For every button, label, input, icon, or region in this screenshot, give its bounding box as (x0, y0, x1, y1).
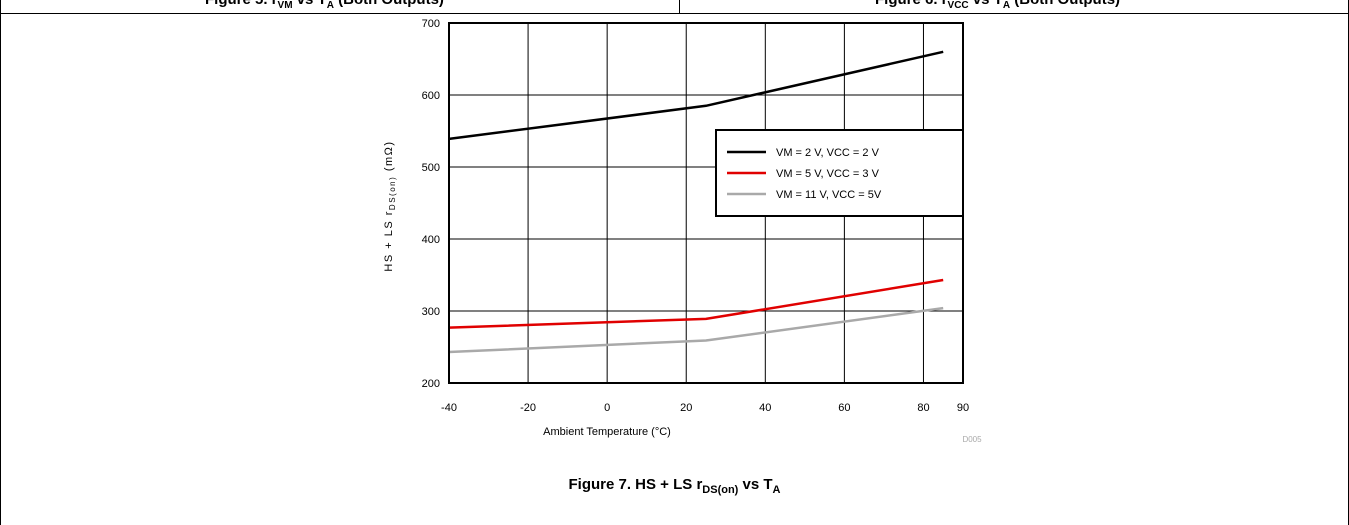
frame-line-left (0, 0, 1, 14)
y-tick-label: 600 (422, 90, 440, 102)
caption-text: (Both Outputs) (1010, 0, 1120, 8)
y-tick-label: 700 (422, 18, 440, 30)
caption-mid-sub: A (772, 484, 781, 496)
y-tick-label: 400 (422, 234, 440, 246)
watermark: D005 (962, 435, 982, 444)
legend-label: VM = 11 V, VCC = 5V (776, 189, 882, 201)
series-line (448, 278, 944, 329)
caption-text: vs T (969, 0, 1003, 8)
x-tick-label: -40 (441, 402, 457, 414)
caption-mid: vs T (738, 476, 773, 493)
caption-text: Figure 6. r (875, 0, 948, 8)
x-tick-label: 80 (917, 402, 929, 414)
y-tick-label: 200 (422, 378, 440, 390)
caption-sub: VM (277, 0, 293, 11)
frame-divider (679, 0, 680, 14)
caption-text: Figure 5. r (205, 0, 278, 8)
figure-caption: Figure 7. HS + LS rDS(on) vs TA (0, 476, 1349, 496)
top-strip: Figure 5. rVM vs TA (Both Outputs) Figur… (0, 0, 1349, 14)
y-axis-label-unit: (mΩ) (383, 140, 395, 175)
x-tick-label: 60 (838, 402, 850, 414)
x-tick-label: 90 (957, 402, 969, 414)
caption-sub: A (1002, 0, 1011, 11)
y-axis-label: HS + LS rDS(on) (mΩ) (383, 140, 397, 271)
series-line (448, 306, 944, 354)
caption-sub: VCC (947, 0, 969, 11)
grid (449, 23, 963, 383)
x-axis-label: Ambient Temperature (°C) (543, 426, 671, 438)
x-tick-label: -20 (520, 402, 536, 414)
y-tick-label: 500 (422, 162, 440, 174)
previous-figure-caption-right: Figure 6. rVCC vs TA (Both Outputs) (875, 0, 1120, 11)
x-tick-label: 20 (680, 402, 692, 414)
caption-text: vs T (293, 0, 327, 8)
series-group (448, 50, 944, 354)
y-axis-label-sub: DS(on) (388, 176, 397, 210)
tick-labels: -40 -20 0 20 40 60 80 90 200 300 400 500 600 700 (422, 18, 969, 414)
previous-figure-caption-left: Figure 5. rVM vs TA (Both Outputs) (205, 0, 444, 11)
legend-label: VM = 2 V, VCC = 2 V (776, 147, 880, 159)
legend: VM = 2 V, VCC = 2 V VM = 5 V, VCC = 3 V VM… (715, 129, 964, 217)
caption-main: Figure 7. HS + LS r (568, 476, 703, 493)
x-tick-label: 40 (759, 402, 771, 414)
caption-main-sub: DS(on) (702, 484, 739, 496)
caption-text: (Both Outputs) (334, 0, 444, 8)
y-tick-label: 300 (422, 306, 440, 318)
series-line (448, 50, 944, 141)
caption-sub: A (326, 0, 334, 11)
legend-label: VM = 5 V, VCC = 3 V (776, 168, 880, 180)
y-axis-label-main: HS + LS r (383, 210, 395, 272)
x-tick-label: 0 (604, 402, 610, 414)
